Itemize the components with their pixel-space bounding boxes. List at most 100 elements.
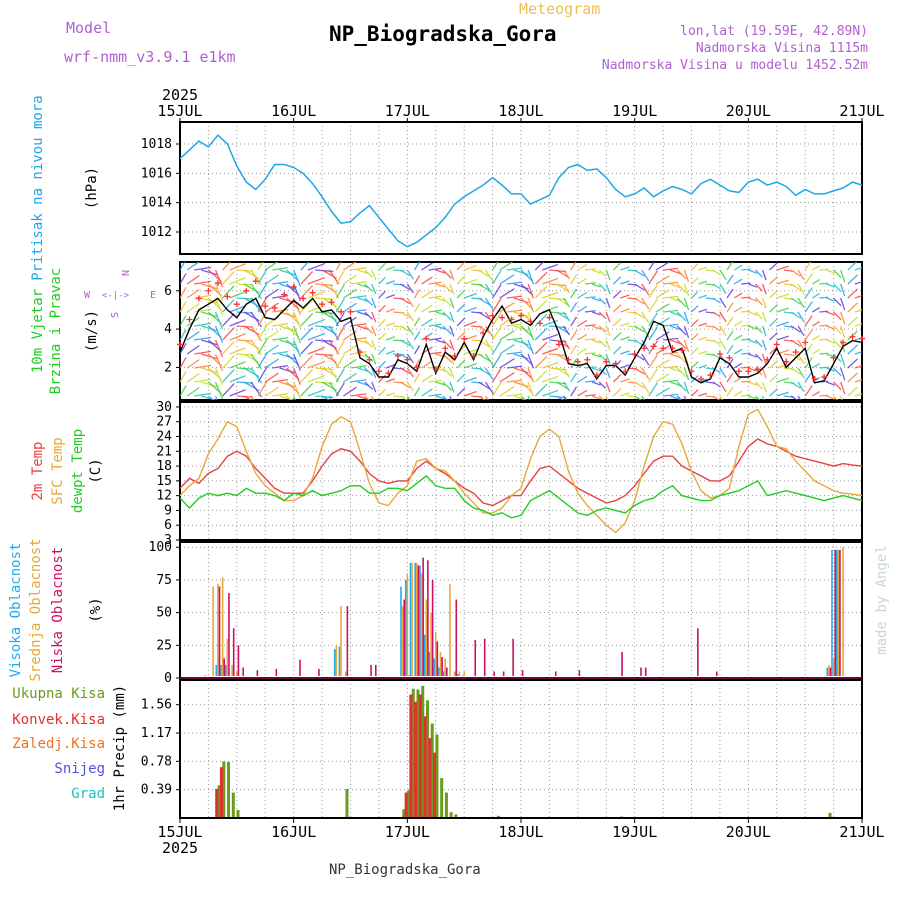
wind-arrow [406,311,414,322]
y-tick-label: 9 [164,503,172,518]
wind-arrow [428,295,442,299]
wind-arrow [463,320,477,327]
wind-arrow [463,264,477,271]
wind-arrow [683,283,690,297]
wind-arrow [378,276,386,285]
panel-frame [179,401,863,541]
precip-bar-precip_total [444,792,448,817]
wind-arrow [257,267,269,285]
wind-arrow [222,369,235,383]
wind-arrow [350,379,367,383]
wind-arrow [413,359,421,369]
wind-arrow [691,263,699,271]
wind-arrow [804,315,813,327]
wind-arrow [180,273,187,285]
wind-arrow [733,278,743,285]
wind-arrow [527,325,535,341]
wind-arrow [449,269,455,281]
gust-marker [252,278,259,285]
dir-arrows: <-|-> [102,291,130,301]
wind-arrow [335,382,345,397]
wind-arrow [605,269,611,281]
wind-arrow [371,367,377,379]
wind-arrow [272,351,289,355]
wind-arrow [648,270,658,285]
wind-arrow [584,310,596,313]
wind-arrow [385,378,395,383]
wind-arrow [364,283,374,292]
wind-arrow [428,323,442,327]
gust-marker [707,372,714,379]
wind-arrow [435,339,446,344]
gust-marker [186,316,193,323]
wind-arrow [840,381,846,395]
wind-arrow [819,282,829,285]
wind-arrow [378,262,386,271]
wind-arrow [542,333,559,341]
wind-arrow [712,339,721,346]
wind-arrow [811,335,821,341]
wind-arrow [840,297,846,311]
wind-arrow [279,395,295,400]
cloud-bar-cloud_high [419,565,421,676]
wind-arrow [683,269,690,283]
wind-arrow [683,325,690,339]
wind-arrow [300,355,314,369]
wind-arrow [570,316,578,327]
wind-arrow [385,266,395,271]
wind-arrow [506,267,523,271]
wind-arrow [478,367,491,376]
wind-arrow [598,395,605,400]
y-tick-label: 1.17 [141,726,172,741]
wind-arrow [194,364,212,369]
wind-arrow [335,326,345,341]
wind-arrow [797,269,805,281]
wind-arrow [534,299,548,313]
wind-arrow [449,367,455,379]
top-year-label: 2025 [162,86,198,104]
wind-arrow [712,269,721,276]
wind-arrow [186,387,200,397]
wind-arrow [364,395,370,400]
wind-arrow [534,327,548,341]
wind-arrow [663,393,679,397]
wind-arrow [591,381,601,386]
cloud-bar-cloud_high [220,664,222,676]
gust-marker [754,366,761,373]
cloud-bar-cloud_low [232,628,235,676]
wind-arrow [180,385,187,397]
wind-arrow [542,361,559,369]
wind-arrow [542,389,559,397]
cloud-bar-cloud_mid [463,671,465,676]
wind-arrow [797,367,805,379]
wind-arrow [229,333,246,341]
wind-arrow [655,289,670,299]
precip-legend-item: Zaledj.Kisa [12,736,105,752]
cloud-bar-cloud_low [299,659,301,676]
cloud-bar-cloud_mid [226,638,229,676]
cloud-bar-cloud_high [461,675,464,676]
wind-arrow [584,380,596,383]
wind-arrow [776,265,789,271]
wind-arrow [194,280,212,285]
bottom-date-label: 20JUL [726,823,771,841]
wind-arrow [683,339,690,353]
wind-arrow [350,295,367,299]
cloud-bar-cloud_low [204,675,207,676]
wind-arrow [201,269,218,276]
wind-arrow [605,381,611,393]
wind-arrow [442,395,449,400]
wind-arrow [733,362,743,369]
wind-arrow [293,367,302,386]
lonlat-text: lon,lat (19.59E, 42.89N) [680,24,868,39]
cloud-bar-cloud_low [228,593,230,676]
gust-marker [821,374,828,380]
wind-arrow [492,262,499,271]
wind-arrow [861,340,862,341]
wind-arrow [861,396,862,397]
wind-arrow [442,325,453,335]
wind-arrow [669,325,682,331]
wind-arrow [776,391,789,397]
wind-arrow [207,395,214,400]
